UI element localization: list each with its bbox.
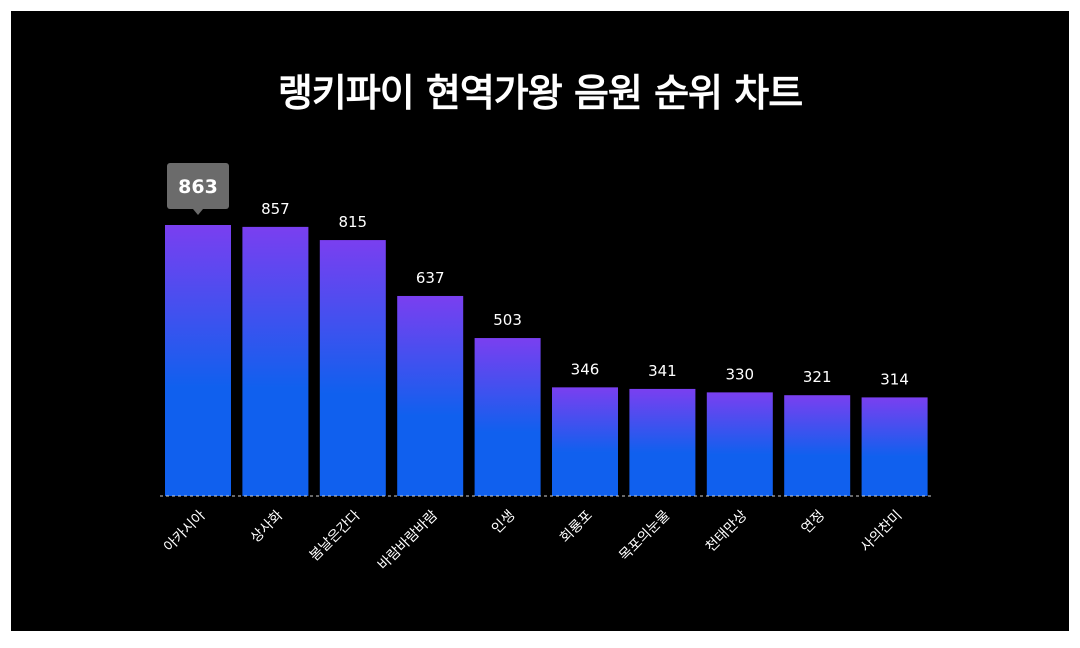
- x-tick-label-1: 아카시아: [161, 507, 209, 555]
- tooltip-pointer: [193, 209, 203, 215]
- x-tick-label-8: 천태만상: [703, 507, 751, 555]
- x-tick-label-5: 인생: [489, 508, 519, 538]
- x-tick-label-9: 연정: [798, 508, 828, 538]
- bar-6[interactable]: [552, 387, 618, 496]
- bar-7[interactable]: [629, 388, 696, 496]
- data-label-5: 503: [493, 311, 522, 329]
- data-label-2: 857: [261, 200, 290, 218]
- x-tick-label-6: 회룡포: [557, 507, 596, 546]
- data-label-7: 341: [648, 362, 677, 380]
- value-tooltip: 863: [167, 163, 229, 215]
- data-label-4: 637: [416, 269, 445, 287]
- bar-5[interactable]: [474, 338, 541, 496]
- bar-10[interactable]: [861, 397, 928, 496]
- bar-4[interactable]: [397, 295, 464, 496]
- bar-2[interactable]: [242, 226, 309, 496]
- data-label-1: 863: [178, 176, 218, 198]
- data-label-8: 330: [725, 365, 754, 383]
- tooltip-box: [167, 163, 229, 209]
- data-label-6: 346: [571, 360, 600, 378]
- x-tick-label-7: 목포의눈물: [616, 507, 673, 564]
- bar-1[interactable]: [165, 225, 231, 496]
- bar-8[interactable]: [706, 392, 773, 496]
- x-tick-label-10: 사의찬미: [858, 508, 906, 556]
- chart-title: 랭키파이 현역가왕 음원 순위 차트: [277, 71, 803, 115]
- x-tick-label-4: 바람바람바람: [375, 507, 441, 573]
- data-label-9: 321: [803, 368, 832, 386]
- bar-3[interactable]: [319, 240, 386, 496]
- x-tick-label-2: 상사화: [248, 507, 287, 546]
- data-label-3: 815: [338, 213, 367, 231]
- bar-9[interactable]: [784, 395, 851, 496]
- x-tick-label-3: 봄날은간다: [307, 507, 364, 564]
- data-label-10: 314: [880, 370, 909, 388]
